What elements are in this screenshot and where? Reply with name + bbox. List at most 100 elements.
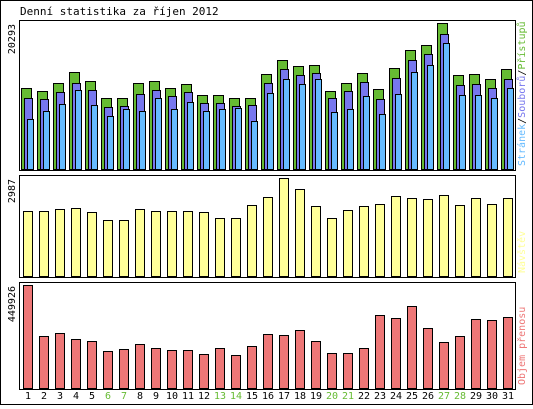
bar-visits-Návštěv-day-28 [455,205,465,277]
bar-visits-Návštěv-day-18 [295,189,305,277]
x-tick-label-day-24: 24 [390,391,402,402]
bar-hits-Stránek-day-16 [267,93,274,170]
bar-traffic-Objem přenosu-day-17 [279,335,289,389]
bar-visits-Návštěv-day-11 [183,211,193,277]
bar-hits-Stránek-day-27 [443,43,450,170]
bar-visits-Návštěv-day-13 [215,218,225,277]
bar-hits-Stránek-day-3 [59,104,66,170]
bar-visits-Návštěv-day-6 [103,220,113,277]
bar-visits-Návštěv-day-30 [487,204,497,277]
x-tick-label-day-10: 10 [166,391,178,402]
x-tick-label-day-21: 21 [342,391,354,402]
bar-visits-Návštěv-day-19 [311,206,321,277]
bar-visits-Návštěv-day-15 [247,205,257,277]
bar-hits-Stránek-day-10 [171,109,178,170]
bar-hits-Stránek-day-18 [299,84,306,170]
bar-traffic-Objem přenosu-day-20 [327,353,337,389]
bar-traffic-Objem přenosu-day-10 [167,350,177,389]
bar-visits-Návštěv-day-20 [327,218,337,277]
bar-hits-Stránek-day-20 [331,112,338,170]
bar-visits-Návštěv-day-24 [391,196,401,277]
bar-visits-Návštěv-day-16 [263,197,273,277]
bar-traffic-Objem přenosu-day-28 [455,336,465,389]
legend-entry: / [517,70,528,76]
bar-hits-Stránek-day-31 [507,88,514,170]
bar-visits-Návštěv-day-4 [71,208,81,277]
legend: Objem přenosu [516,307,528,385]
bar-hits-Stránek-day-8 [139,111,146,170]
bar-visits-Návštěv-day-9 [151,211,161,277]
legend-entry: Souborů [516,76,528,118]
bar-traffic-Objem přenosu-day-9 [151,348,161,389]
bar-visits-Návštěv-day-8 [135,209,145,277]
bar-visits-Návštěv-day-23 [375,204,385,277]
bar-hits-Stránek-day-29 [475,95,482,170]
legend: Stránek/Souborů/Přístupů [516,21,528,166]
x-tick-label-day-9: 9 [153,391,159,402]
bar-visits-Návštěv-day-29 [471,198,481,277]
x-tick-label-day-19: 19 [310,391,322,402]
bar-traffic-Objem přenosu-day-13 [215,348,225,389]
bar-visits-Návštěv-day-17 [279,178,289,277]
bar-hits-Stránek-day-9 [155,98,162,170]
x-tick-label-day-12: 12 [198,391,210,402]
bar-visits-Návštěv-day-31 [503,198,513,277]
y-max-label: 20293 [7,24,18,54]
bar-traffic-Objem přenosu-day-15 [247,346,257,389]
bar-hits-Stránek-day-14 [235,108,242,170]
bar-traffic-Objem přenosu-day-31 [503,317,513,389]
x-tick-label-day-23: 23 [374,391,386,402]
x-tick-label-day-5: 5 [89,391,95,402]
bar-hits-Stránek-day-5 [91,105,98,170]
bar-traffic-Objem přenosu-day-26 [423,328,433,389]
y-max-label: 2987 [7,179,18,203]
bar-traffic-Objem přenosu-day-2 [39,336,49,389]
bar-visits-Návštěv-day-5 [87,212,97,277]
bar-traffic-Objem přenosu-day-5 [87,341,97,389]
x-tick-label-day-14: 14 [230,391,242,402]
legend-entry: Návštěv [516,231,528,273]
legend: Návštěv [516,231,528,273]
bar-visits-Návštěv-day-21 [343,210,353,277]
bar-visits-Návštěv-day-2 [39,211,49,277]
bar-visits-Návštěv-day-26 [423,199,433,277]
bar-traffic-Objem přenosu-day-22 [359,348,369,389]
x-tick-label-day-4: 4 [73,391,79,402]
bar-traffic-Objem přenosu-day-4 [71,339,81,389]
x-tick-label-day-6: 6 [105,391,111,402]
bar-traffic-Objem přenosu-day-11 [183,350,193,389]
x-tick-label-day-28: 28 [454,391,466,402]
bar-visits-Návštěv-day-10 [167,211,177,277]
bar-hits-Stránek-day-25 [411,72,418,170]
bar-hits-Stránek-day-21 [347,109,354,170]
bar-hits-Stránek-day-19 [315,79,322,170]
bar-traffic-Objem přenosu-day-14 [231,355,241,389]
bar-hits-Stránek-day-28 [459,95,466,170]
bar-hits-Stránek-day-1 [27,119,34,170]
panel-traffic: 449926 Objem přenosu [7,282,528,390]
bar-traffic-Objem přenosu-day-6 [103,351,113,389]
bar-traffic-Objem přenosu-day-16 [263,334,273,389]
bar-hits-Stránek-day-6 [107,116,114,170]
x-tick-label-day-29: 29 [470,391,482,402]
bar-traffic-Objem přenosu-day-3 [55,333,65,389]
bar-hits-Stránek-day-12 [203,111,210,170]
x-tick-label-day-13: 13 [214,391,226,402]
legend-entry: / [517,118,528,124]
legend-entry: Stránek [516,124,528,166]
bar-traffic-Objem přenosu-day-18 [295,330,305,389]
bar-traffic-Objem přenosu-day-12 [199,354,209,389]
x-tick-label-day-16: 16 [262,391,274,402]
bar-hits-Stránek-day-24 [395,94,402,170]
bar-hits-Stránek-day-17 [283,79,290,170]
legend-entry: Objem přenosu [516,307,528,385]
bar-traffic-Objem přenosu-day-24 [391,318,401,389]
bar-hits-Stránek-day-30 [491,98,498,170]
chart-panels: 20293 Stránek/Souborů/Přístupů 2987 Návštěv… [7,20,528,402]
bar-visits-Návštěv-day-1 [23,211,33,277]
bar-traffic-Objem přenosu-day-30 [487,320,497,389]
bar-traffic-Objem přenosu-day-21 [343,353,353,389]
x-tick-label-day-31: 31 [502,391,514,402]
